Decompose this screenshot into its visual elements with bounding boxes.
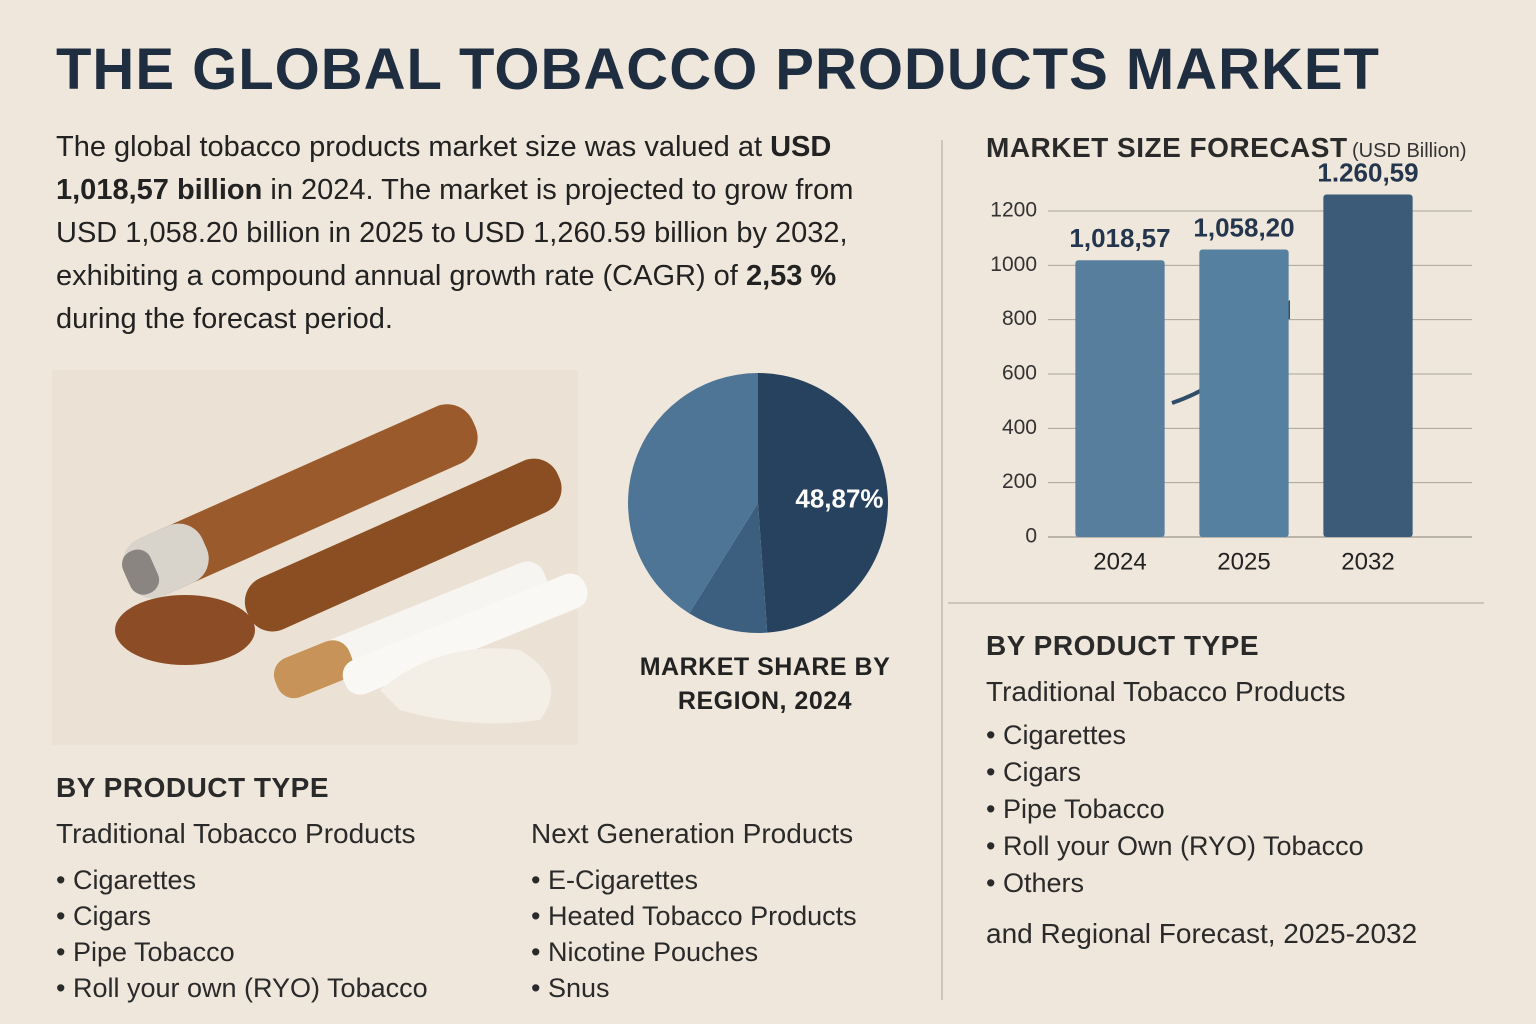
y-tick-label: 800 [1002,307,1037,330]
list-item: Roll your Own (RYO) Tobacco [986,828,1364,865]
x-tick-label: 2032 [1341,548,1394,575]
product-photo [52,370,588,745]
group-name: Traditional Tobacco Products [986,676,1346,707]
intro-highlight: 2,53 % [745,260,837,292]
x-tick-label: 2025 [1217,548,1270,575]
bar [1075,260,1165,537]
intro-text: The global tobacco products market size … [56,126,906,341]
intro-highlight: USD 1,018,57 billion [56,131,832,206]
page-title: THE GLOBAL TOBACCO PRODUCTS MARKET [56,37,1380,102]
list-item: Cigars [986,754,1364,791]
data-label: 1.260,59 [1317,157,1418,187]
intro-segment: The global tobacco products market size … [56,131,771,163]
chart-title: MARKET SHARE BY REGION, 2024 [639,653,891,715]
group-name: Traditional Tobacco Products [56,818,416,849]
group-name: Next Generation Products [531,818,854,849]
list-item: E-Cigarettes [531,862,857,898]
footer-text: and Regional Forecast, 2025-2032 [986,918,1418,949]
list-item: Cigarettes [986,717,1364,754]
intro-segment: in 2024. The market is projected to grow… [56,174,854,292]
intro-segment: during the forecast period. [56,303,393,335]
list-item: Heated Tobacco Products [531,898,857,934]
list-item: Pipe Tobacco [986,791,1364,828]
list-item: Snus [531,970,857,1006]
list-item: Cigars [56,898,428,934]
y-tick-label: 200 [1002,470,1037,493]
data-label: 1,058,20 [1193,212,1294,242]
x-tick-label: 2024 [1093,548,1146,575]
y-tick-label: 1000 [990,253,1037,276]
chart-title: MARKET SIZE FORECAST [986,132,1348,163]
y-tick-label: 1200 [990,199,1037,222]
section-heading: BY PRODUCT TYPE [56,772,330,803]
bar [1323,194,1413,537]
data-label: 48,87% [795,483,883,513]
list-item: Pipe Tobacco [56,934,428,970]
item-list: CigarettesCigarsPipe TobaccoRoll your ow… [56,862,428,1006]
y-tick-label: 0 [1025,525,1037,548]
chart-subtitle: (USD Billion) [1352,140,1467,162]
pie-slice [758,373,889,633]
item-list: CigarettesCigarsPipe TobaccoRoll your Ow… [986,717,1364,902]
chart-header: MARKET SIZE FORECAST (USD Billion) [986,132,1466,164]
list-item: Nicotine Pouches [531,934,857,970]
pie-slice [627,373,758,614]
y-tick-label: 600 [1002,362,1037,385]
pie-slice [689,503,768,633]
list-item: Cigarettes [56,862,428,898]
section-heading: BY PRODUCT TYPE [986,630,1260,661]
list-item: Roll your own (RYO) Tobacco [56,970,428,1006]
item-list: E-CigarettesHeated Tobacco ProductsNicot… [531,862,857,1006]
y-tick-label: 400 [1002,416,1037,439]
bar [1199,249,1289,537]
list-item: Others [986,865,1364,902]
data-label: 1,018,57 [1069,223,1170,253]
